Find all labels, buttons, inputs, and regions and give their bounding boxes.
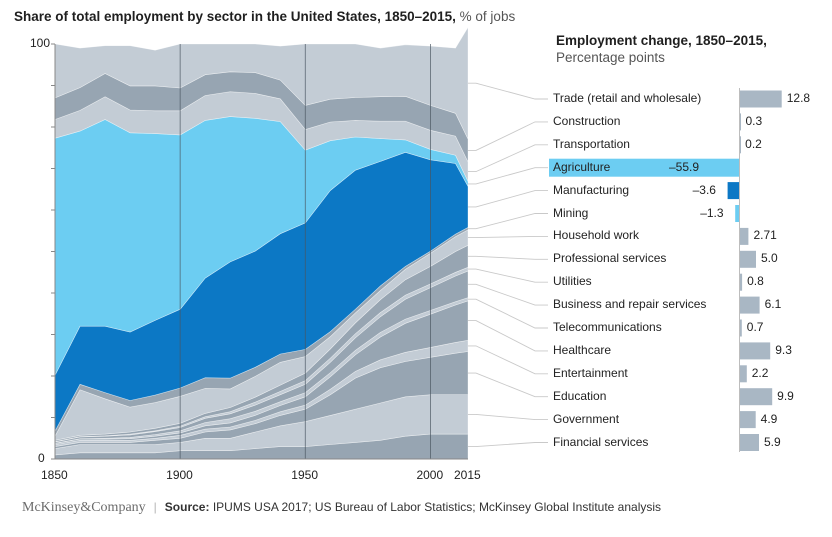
bar-telecommunications [739,319,742,337]
bar-construction [739,113,741,131]
bar-business-and-repair-services [739,296,760,314]
value-label-entertainment: 2.2 [751,365,769,380]
bar-education [739,388,773,406]
value-label-construction: 0.3 [745,113,763,128]
value-label-utilities: 0.8 [747,274,764,289]
x-tick-label: 2000 [416,468,444,482]
bar-utilities [739,273,743,291]
bar-household-work [739,227,749,245]
category-label-utilities: Utilities [553,274,592,289]
leader-healthcare [468,320,548,352]
x-tick-label: 1900 [166,468,193,482]
x-tick-label: 1850 [41,468,68,482]
bar-trade-retail-and-wholesale [739,90,782,108]
category-label-household-work: Household work [553,228,640,243]
mckinsey-logo: McKinsey&Company [22,500,146,515]
right-panel-title: Employment change, 1850–2015, [556,33,767,48]
leader-business-and-repair-services [468,283,548,306]
leader-lines [468,82,548,448]
category-label-financial-services: Financial services [553,434,649,449]
leader-entertainment [468,345,548,375]
value-label-education: 9.9 [777,388,794,403]
leader-trade-retail-and-wholesale [468,82,548,100]
value-label-agriculture: –55.9 [669,159,700,174]
gridlines [179,44,431,459]
value-label-telecommunications: 0.7 [746,320,764,334]
leader-agriculture [468,167,548,185]
leader-household-work [468,235,548,239]
value-label-manufacturing: –3.6 [692,182,716,197]
category-label-business-and-repair-services: Business and repair services [553,297,707,312]
bar-entertainment [739,365,747,383]
stacked-area-plot [54,26,469,460]
value-label-transportation: 0.2 [745,136,762,151]
bar-agriculture [549,158,740,177]
leader-construction [468,121,548,151]
category-label-education: Education [553,388,607,403]
value-label-mining: –1.3 [700,205,724,220]
bar-professional-services [739,250,756,268]
bar-mining [735,205,740,222]
value-label-financial-services: 5.9 [763,434,781,449]
leader-education [468,372,548,398]
footer: McKinsey&Company | Source: IPUMS USA 2017;… [22,500,661,516]
category-label-mining: Mining [553,205,589,220]
value-label-household-work: 2.71 [753,228,777,243]
leader-financial-services [468,442,548,448]
chart-title: Share of total employment by sector in t… [14,9,515,24]
y-tick-label: 100 [30,36,51,50]
x-tick-label: 2015 [454,468,481,482]
category-label-transportation: Transportation [553,136,630,151]
chart-title-text: Share of total employment by sector in t… [14,9,456,24]
chart-title-unit: % of jobs [459,9,516,24]
value-label-professional-services: 5.0 [761,251,778,266]
value-label-government: 4.9 [760,411,778,426]
leader-transportation [468,144,548,173]
leader-manufacturing [468,190,548,208]
bar-government [739,411,756,429]
category-label-healthcare: Healthcare [553,342,612,357]
footer-separator: | [153,500,157,514]
leader-government [468,413,548,421]
y-tick-label: 0 [38,451,45,465]
source-text: IPUMS USA 2017; US Bureau of Labor Stati… [212,500,662,514]
source-label: Source: [164,500,210,514]
value-label-business-and-repair-services: 6.1 [764,297,782,312]
bar-financial-services [739,434,759,451]
category-label-agriculture: Agriculture [553,159,611,174]
y-minor-ticks [51,43,55,460]
leader-utilities [468,268,548,283]
x-tick-label: 1950 [291,468,318,482]
leader-mining [468,213,548,230]
category-label-government: Government [553,411,620,426]
bar-manufacturing [727,182,740,200]
right-panel-subtitle: Percentage points [556,50,665,65]
bar-transportation [739,136,741,154]
value-label-trade-retail-and-wholesale: 12.8 [786,91,811,105]
category-label-manufacturing: Manufacturing [553,182,630,197]
category-label-telecommunications: Telecommunications [553,320,662,334]
leader-telecommunications [468,298,548,329]
leader-professional-services [468,255,548,260]
value-label-healthcare: 9.3 [775,342,792,357]
bar-healthcare [739,342,771,360]
category-label-entertainment: Entertainment [553,365,628,380]
change-bars [549,90,782,451]
category-label-construction: Construction [553,113,621,128]
category-label-trade-retail-and-wholesale: Trade (retail and wholesale) [553,91,702,105]
category-label-professional-services: Professional services [553,251,667,266]
